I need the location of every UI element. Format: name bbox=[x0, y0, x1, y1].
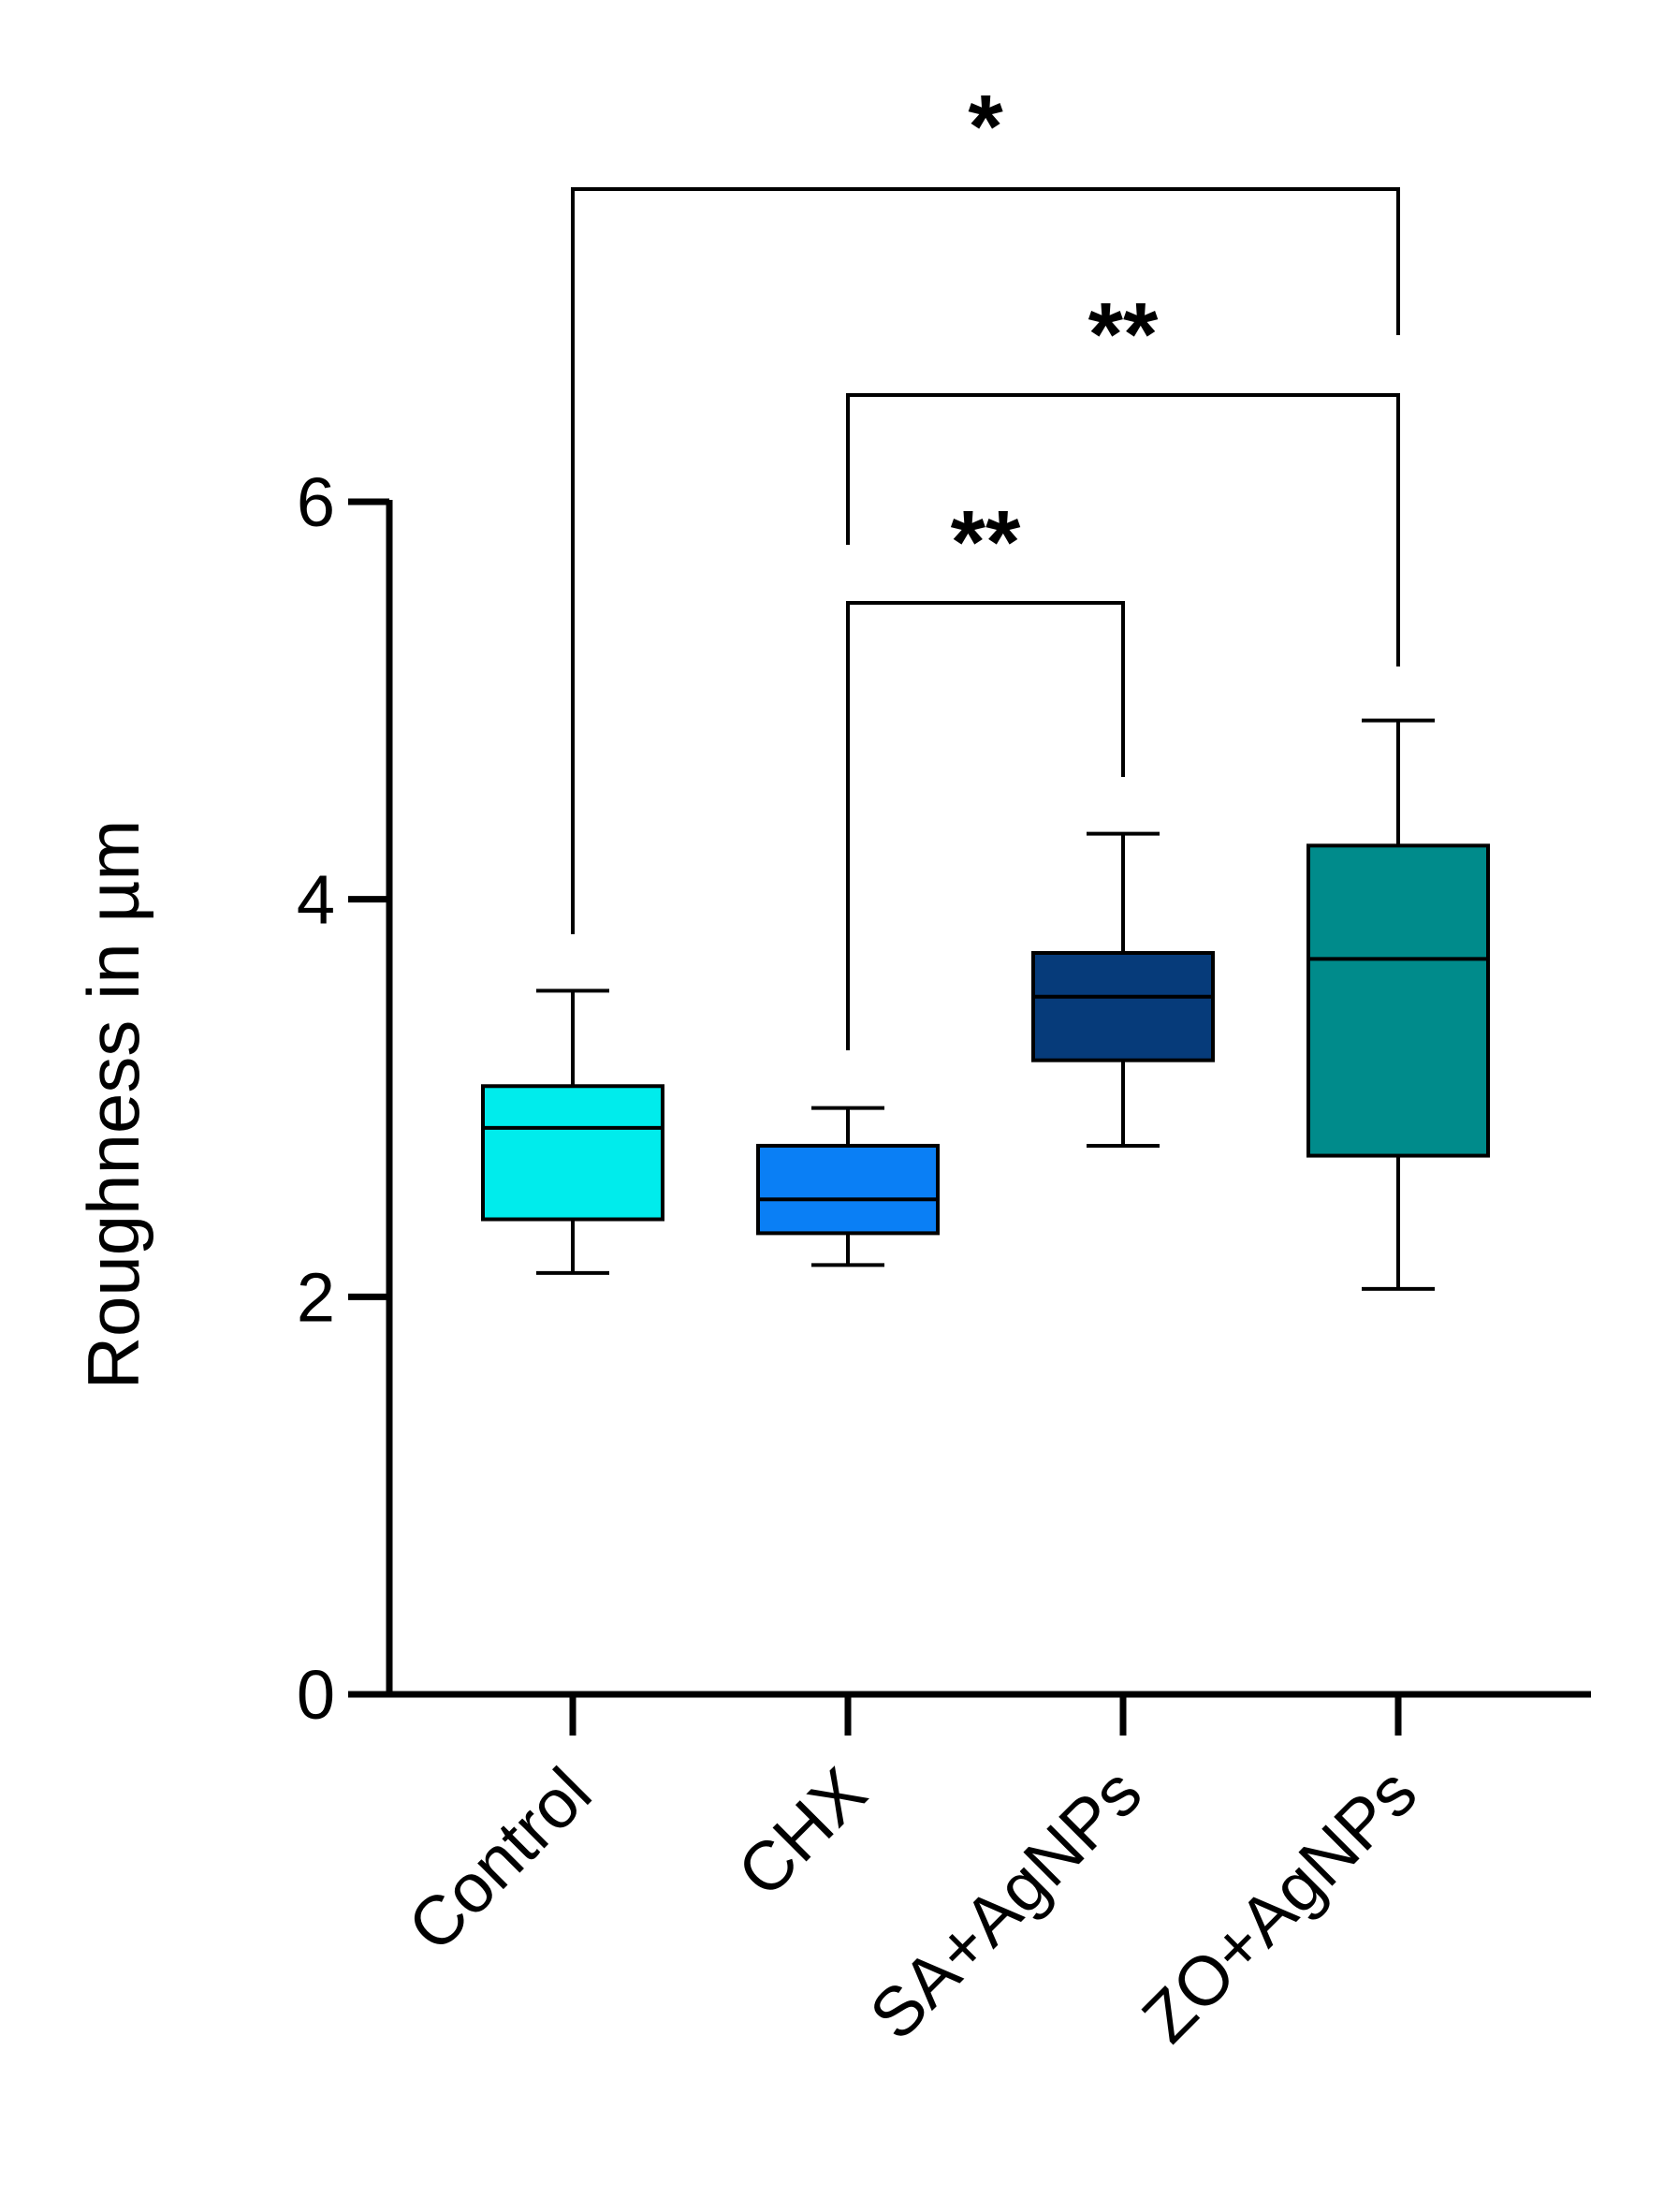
box-control bbox=[483, 990, 663, 1273]
box-plot-chart: 0 2 4 6 Roughness in µm Control CHXSA+AgNPsZO+… bbox=[0, 0, 1664, 2212]
box-iqr-control bbox=[483, 1086, 663, 1219]
x-tick-label-zo-agnps: ZO+AgNPs bbox=[1128, 1753, 1432, 2058]
y-axis-title: Roughness in µm bbox=[72, 820, 154, 1390]
boxes-group bbox=[483, 721, 1488, 1289]
x-tick-label-control: Control bbox=[393, 1753, 606, 1966]
y-tick-label-4: 4 bbox=[297, 861, 335, 939]
box-iqr-sa-agnps bbox=[1033, 953, 1213, 1061]
y-tick-label-0: 0 bbox=[297, 1656, 335, 1734]
box-iqr-chx bbox=[758, 1146, 938, 1233]
box-iqr-zo-agnps bbox=[1308, 845, 1488, 1155]
chart-container: 0 2 4 6 Roughness in µm Control CHX SA+AgNPs ZO+… bbox=[0, 0, 1664, 2212]
significance-label-1: * bbox=[968, 77, 1003, 177]
y-tick-label-6: 6 bbox=[297, 463, 335, 541]
y-tick-label-2: 2 bbox=[297, 1258, 335, 1336]
significance-label-2: ** bbox=[1088, 285, 1159, 385]
x-tick-label-sa-agnps: SA+AgNPs bbox=[854, 1753, 1156, 2055]
significance-label-3: ** bbox=[951, 492, 1021, 593]
labels-group: 0 2 4 6 Roughness in µm Control CHXSA+AgNPsZO+… bbox=[72, 77, 1431, 2057]
box-sa-agnps bbox=[1033, 834, 1213, 1146]
significance-brackets bbox=[573, 189, 1398, 1050]
box-zo-agnps bbox=[1308, 721, 1488, 1289]
box-chx bbox=[758, 1108, 938, 1266]
x-tick-label-chx: CHX bbox=[723, 1753, 881, 1912]
